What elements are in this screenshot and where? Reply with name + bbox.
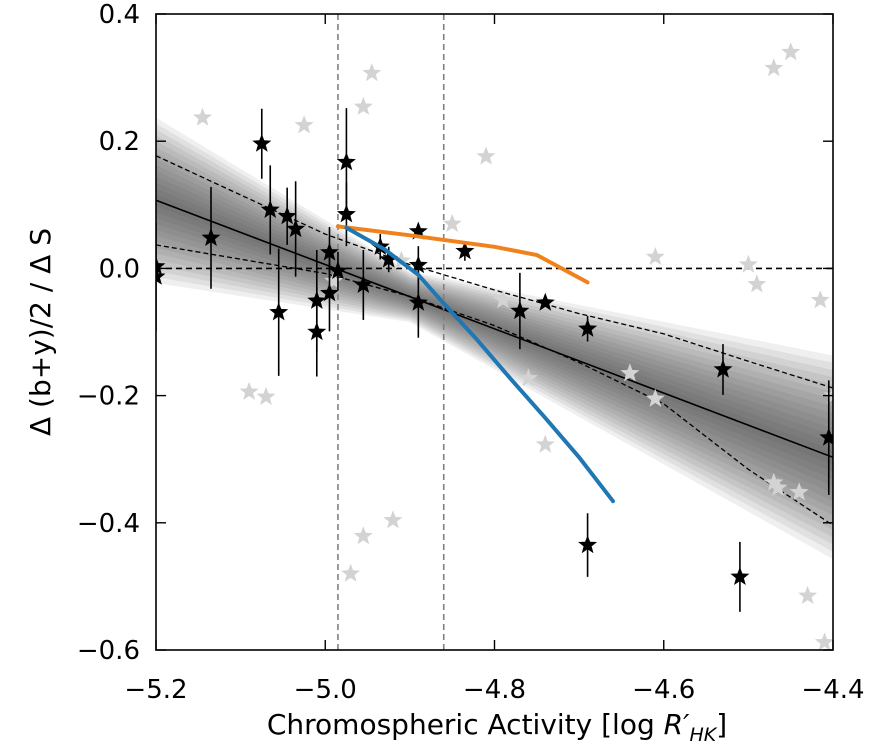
background-star bbox=[620, 363, 640, 382]
data-star bbox=[336, 204, 356, 223]
data-star bbox=[277, 206, 297, 225]
background-star bbox=[324, 271, 344, 290]
background-star bbox=[798, 585, 818, 604]
background-star bbox=[768, 477, 788, 496]
background-star bbox=[815, 632, 833, 650]
x-tick-label: −4.6 bbox=[632, 675, 695, 705]
x-axis-label-subscript: HK bbox=[689, 724, 717, 744]
confidence-band-level bbox=[156, 147, 833, 523]
y-tick-label: −0.4 bbox=[77, 509, 140, 539]
confidence-band-level bbox=[156, 153, 833, 516]
data-star bbox=[252, 133, 272, 152]
data-star bbox=[156, 266, 166, 285]
data-star bbox=[320, 283, 339, 302]
y-tick-label: 0.2 bbox=[99, 127, 140, 157]
data-star bbox=[307, 322, 327, 341]
confidence-band-level bbox=[156, 117, 833, 560]
background-star bbox=[789, 482, 809, 501]
orange-model-curve bbox=[335, 224, 590, 285]
background-star bbox=[764, 58, 784, 77]
background-star bbox=[442, 213, 462, 232]
data-star bbox=[535, 292, 555, 311]
background-star bbox=[383, 510, 403, 529]
background-star bbox=[535, 434, 555, 453]
background-star bbox=[781, 42, 801, 61]
fit-line bbox=[156, 199, 833, 459]
confidence-band-level bbox=[156, 164, 833, 501]
data-star bbox=[713, 359, 733, 378]
data-star bbox=[408, 255, 428, 274]
background-star bbox=[493, 290, 513, 309]
data-star bbox=[730, 566, 750, 585]
x-tick-label: −5.0 bbox=[294, 675, 357, 705]
confidence-band bbox=[156, 117, 833, 560]
y-tick-label: 0.0 bbox=[99, 254, 140, 284]
data-star bbox=[578, 535, 598, 554]
data-star bbox=[510, 301, 530, 320]
confidence-band-level bbox=[156, 129, 833, 545]
data-star bbox=[307, 290, 327, 309]
tick-labels: −5.2 −5.0 −4.8 −4.6 −4.4 0.4 0.2 0.0 −0.2 −0.4 −0.… bbox=[77, 0, 865, 705]
data-star bbox=[408, 221, 428, 240]
background-star bbox=[645, 247, 665, 265]
confidence-band-level bbox=[156, 141, 833, 531]
background-star bbox=[645, 388, 665, 407]
background-star bbox=[256, 386, 276, 405]
confidence-band-level bbox=[156, 123, 833, 552]
background-star bbox=[747, 274, 767, 293]
x-axis-label-r: R′ bbox=[664, 708, 690, 741]
y-tick-label: −0.6 bbox=[77, 636, 140, 666]
y-axis-label: Δ (b+y)/2 / Δ S bbox=[24, 228, 57, 436]
fit-layer bbox=[156, 155, 833, 526]
background-star bbox=[738, 254, 758, 273]
background-star bbox=[764, 472, 784, 491]
background-star bbox=[476, 146, 496, 165]
background-star bbox=[353, 96, 373, 115]
background-star bbox=[193, 107, 213, 126]
plot-area bbox=[156, 14, 833, 650]
data-star bbox=[286, 219, 306, 238]
background-star bbox=[518, 368, 538, 387]
y-tick-label: −0.2 bbox=[77, 382, 140, 412]
data-star bbox=[336, 152, 356, 171]
data-points bbox=[156, 133, 833, 585]
data-star bbox=[156, 256, 166, 275]
confidence-band-level bbox=[156, 135, 833, 538]
reference-lines bbox=[156, 14, 833, 650]
data-star bbox=[379, 249, 399, 268]
background-star bbox=[362, 63, 382, 82]
x-axis-label-text: Chromospheric Activity [log bbox=[267, 708, 664, 741]
confidence-band-level bbox=[156, 176, 833, 487]
background-star bbox=[239, 381, 259, 400]
confidence-lower-line bbox=[156, 244, 833, 526]
model-curves bbox=[335, 224, 615, 504]
x-axis-label-end: ] bbox=[716, 708, 727, 741]
confidence-upper-line bbox=[156, 155, 833, 389]
x-axis-label: Chromospheric Activity [log R′HK] bbox=[267, 708, 727, 744]
y-tick-label: 0.4 bbox=[99, 0, 140, 30]
background-star bbox=[810, 290, 830, 309]
data-star bbox=[320, 242, 339, 261]
data-star bbox=[408, 292, 428, 311]
data-star bbox=[819, 427, 833, 446]
x-tick-label: −4.8 bbox=[463, 675, 526, 705]
data-star bbox=[201, 227, 221, 246]
data-star bbox=[260, 199, 280, 218]
x-tick-label: −4.4 bbox=[801, 675, 864, 705]
data-star bbox=[578, 318, 598, 337]
data-star bbox=[455, 241, 475, 260]
background-star bbox=[341, 563, 361, 582]
data-star bbox=[269, 302, 289, 321]
confidence-band-level bbox=[156, 159, 833, 509]
blue-model-curve bbox=[344, 225, 615, 504]
axis-ticks bbox=[155, 13, 834, 651]
data-star bbox=[353, 274, 373, 293]
data-star bbox=[328, 260, 348, 279]
background-star bbox=[353, 526, 373, 545]
x-tick-label: −5.2 bbox=[124, 675, 187, 705]
background-star bbox=[294, 115, 314, 134]
